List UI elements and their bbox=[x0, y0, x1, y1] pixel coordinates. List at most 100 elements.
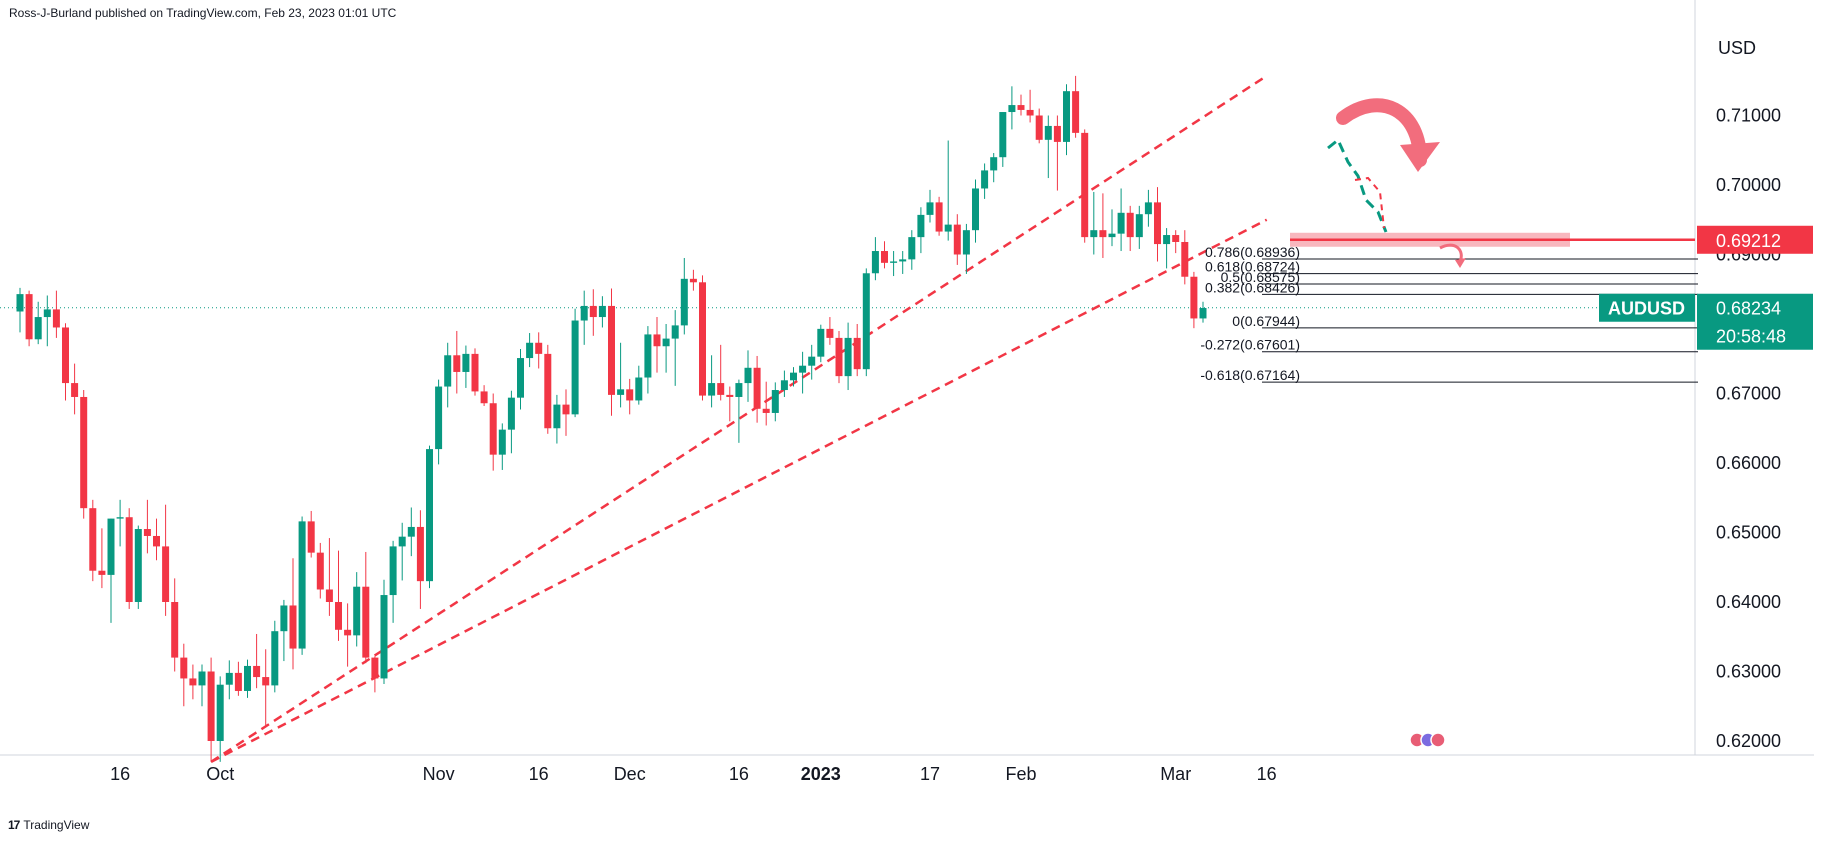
fib-label-0.786: 0.786(0.68936) bbox=[1205, 244, 1300, 260]
candle-body bbox=[216, 684, 224, 741]
candle-body bbox=[744, 367, 752, 384]
candle-body bbox=[526, 342, 534, 359]
candle-body bbox=[653, 334, 661, 347]
candle-body bbox=[153, 535, 160, 547]
price-tick-label: 0.71000 bbox=[1716, 106, 1781, 126]
candle-body bbox=[325, 589, 333, 602]
resistance-price-badge bbox=[1697, 225, 1813, 254]
candle-body bbox=[244, 665, 251, 691]
candle-body bbox=[862, 273, 870, 370]
candle-body bbox=[480, 391, 488, 404]
fib-label--0.272: -0.272(0.67601) bbox=[1200, 337, 1300, 353]
candle-body bbox=[790, 372, 797, 381]
candle-body bbox=[25, 294, 33, 340]
fib-label-0.5: 0.5(0.68575) bbox=[1221, 269, 1300, 285]
time-tick-label: 16 bbox=[529, 764, 549, 784]
candle-body bbox=[1035, 115, 1043, 140]
candle-body bbox=[80, 396, 88, 509]
candle-body bbox=[462, 353, 470, 372]
candle-body bbox=[981, 170, 989, 189]
candle-body bbox=[644, 334, 652, 378]
time-tick-label: Dec bbox=[614, 764, 646, 784]
candle-body bbox=[189, 678, 197, 686]
candle-body bbox=[1190, 276, 1198, 319]
candle-body bbox=[143, 529, 151, 536]
candle-body bbox=[1181, 241, 1189, 277]
tradingview-footer[interactable]: 17 TradingView bbox=[8, 818, 89, 832]
green-zigzag-path bbox=[1327, 137, 1388, 233]
candle-body bbox=[671, 325, 679, 339]
candle-body bbox=[162, 546, 170, 602]
candle-body bbox=[335, 602, 342, 630]
event-flag-icon bbox=[1430, 732, 1446, 748]
candle-body bbox=[234, 672, 242, 691]
fib-label--0.618: -0.618(0.67164) bbox=[1200, 367, 1300, 383]
current-price-label: 0.68234 bbox=[1716, 299, 1781, 319]
candle-body bbox=[453, 355, 461, 372]
time-tick-label: Oct bbox=[206, 764, 234, 784]
symbol-badge-label: AUDUSD bbox=[1608, 299, 1685, 319]
candle-body bbox=[990, 157, 998, 171]
candle-body bbox=[344, 629, 352, 636]
candle-body bbox=[617, 389, 625, 395]
candle-body bbox=[853, 337, 861, 370]
candle-body bbox=[98, 570, 106, 575]
candle-body bbox=[253, 665, 261, 678]
candle-body bbox=[699, 282, 706, 396]
candle-body bbox=[944, 224, 952, 232]
candle-body bbox=[1008, 105, 1016, 113]
candle-body bbox=[498, 429, 506, 455]
candle-body bbox=[362, 586, 370, 658]
candle-body bbox=[735, 383, 743, 397]
candle-body bbox=[407, 526, 415, 537]
price-tick-label: 0.66000 bbox=[1716, 453, 1781, 473]
candle-body bbox=[1117, 212, 1125, 234]
candle-body bbox=[626, 389, 634, 401]
candle-body bbox=[1172, 235, 1180, 242]
candle-body bbox=[1154, 202, 1161, 245]
candle-body bbox=[1026, 109, 1034, 116]
candle-body bbox=[662, 338, 670, 347]
fib-label-0.382: 0.382(0.68426) bbox=[1205, 279, 1300, 295]
candle-body bbox=[817, 328, 825, 357]
outer-support-trendline bbox=[210, 218, 1268, 763]
candle-body bbox=[1053, 125, 1061, 142]
candle-body bbox=[116, 517, 124, 519]
candle-body bbox=[489, 403, 497, 455]
candle-body bbox=[171, 602, 179, 658]
candle-body bbox=[1017, 105, 1025, 110]
candle-body bbox=[680, 278, 688, 326]
candle-body bbox=[926, 202, 934, 215]
candle-body bbox=[316, 552, 324, 590]
candle-body bbox=[608, 305, 615, 395]
price-tick-label: 0.67000 bbox=[1716, 384, 1781, 404]
candle-body bbox=[1108, 233, 1116, 238]
annotations-layer bbox=[1327, 98, 1466, 748]
candle-body bbox=[198, 671, 206, 686]
time-tick-label: 2023 bbox=[801, 764, 841, 784]
candle-body bbox=[1135, 214, 1143, 238]
candle-body bbox=[899, 259, 907, 262]
candle-body bbox=[1063, 91, 1070, 142]
price-tick-label: 0.63000 bbox=[1716, 662, 1781, 682]
candle-body bbox=[708, 383, 716, 396]
symbol-badge bbox=[1599, 293, 1695, 322]
candle-body bbox=[71, 383, 79, 397]
candle-body bbox=[1044, 125, 1052, 140]
candle-body bbox=[16, 294, 24, 312]
candle-body bbox=[207, 671, 215, 741]
candle-body bbox=[89, 508, 97, 571]
candle-body bbox=[598, 305, 606, 318]
countdown-label: 20:58:48 bbox=[1716, 327, 1786, 347]
time-tick-label: Mar bbox=[1160, 764, 1191, 784]
publisher-header: Ross-J-Burland published on TradingView.… bbox=[9, 6, 397, 20]
candle-body bbox=[689, 278, 697, 283]
candle-body bbox=[580, 305, 588, 321]
time-tick-label: 16 bbox=[1257, 764, 1277, 784]
candle-body bbox=[398, 536, 406, 547]
candle-body bbox=[535, 342, 543, 354]
candle-body bbox=[389, 546, 397, 596]
candle-body bbox=[871, 251, 879, 274]
candle-body bbox=[762, 408, 770, 413]
